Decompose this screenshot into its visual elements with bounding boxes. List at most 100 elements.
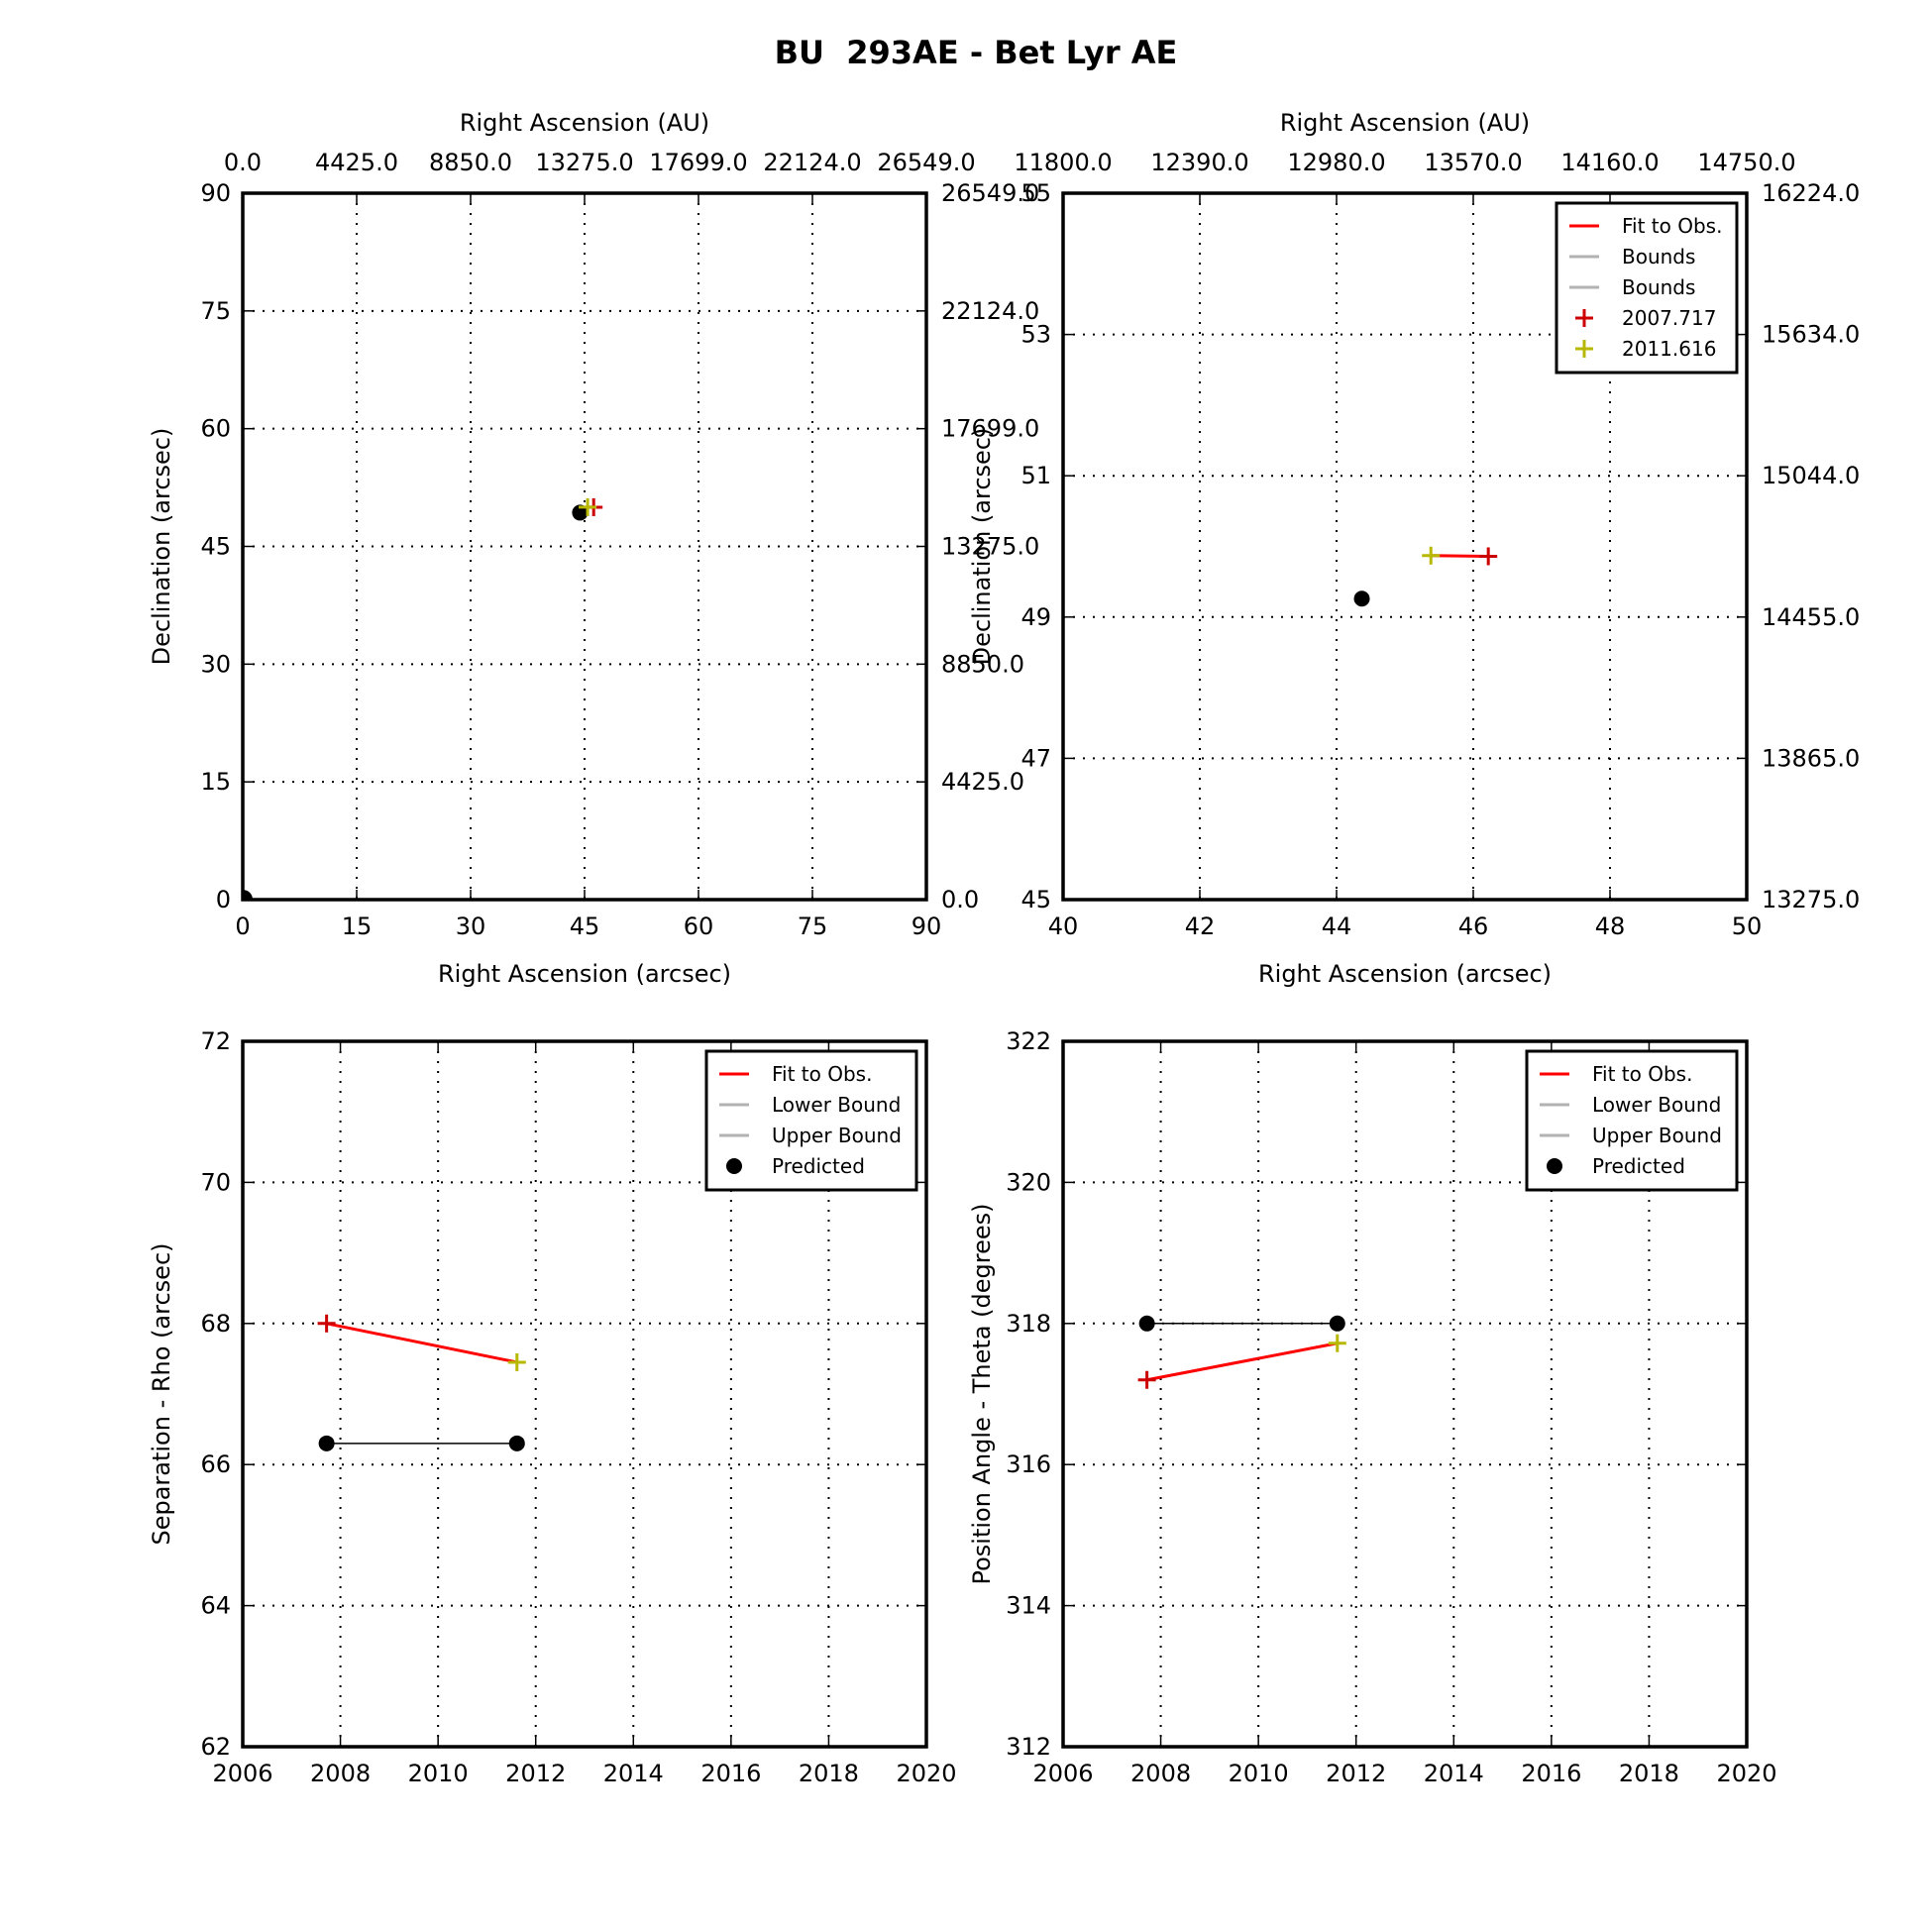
legend-label: Upper Bound <box>772 1124 902 1147</box>
legend-label: Upper Bound <box>1592 1124 1722 1147</box>
y-tick-label: 64 <box>200 1592 231 1620</box>
x-tick-label: 42 <box>1185 912 1216 940</box>
top-tick-label: 13570.0 <box>1424 149 1522 176</box>
predicted-marker <box>1138 1315 1155 1332</box>
x-tick-label: 2016 <box>1521 1760 1581 1787</box>
y-tick-label: 320 <box>1006 1168 1051 1196</box>
y-tick-label: 316 <box>1006 1450 1051 1478</box>
legend-label: Predicted <box>1592 1154 1685 1178</box>
fit-line <box>1146 1342 1339 1382</box>
predicted-marker <box>508 1435 525 1451</box>
y-tick-label: 45 <box>1020 886 1051 913</box>
legend-swatch-predicted <box>726 1158 742 1174</box>
y-tick-label: 318 <box>1006 1310 1051 1338</box>
top-axis-label: Right Ascension (AU) <box>460 109 709 137</box>
legend-label: Bounds <box>1622 275 1695 299</box>
legend-label: Predicted <box>772 1154 865 1178</box>
top-tick-label: 12390.0 <box>1150 149 1248 176</box>
x-axis-label: Right Ascension (arcsec) <box>1258 960 1552 988</box>
x-axis-label: Right Ascension (arcsec) <box>438 960 731 988</box>
y-axis-label: Declination (arcsec) <box>968 428 996 666</box>
plot-area <box>317 1314 526 1451</box>
y-tick-label: 49 <box>1020 603 1051 631</box>
top-tick-label: 11800.0 <box>1014 149 1112 176</box>
top-axis-label: Right Ascension (AU) <box>1280 109 1530 137</box>
x-tick-label: 2008 <box>1130 1760 1191 1787</box>
x-tick-label: 2018 <box>799 1760 859 1787</box>
y-tick-label: 312 <box>1006 1733 1051 1761</box>
x-tick-label: 0 <box>235 912 250 940</box>
y-tick-label: 15 <box>200 768 231 796</box>
right-tick-label: 16224.0 <box>1762 179 1860 207</box>
plot-area <box>1353 546 1498 607</box>
x-tick-label: 2014 <box>1424 1760 1484 1787</box>
right-tick-label: 15634.0 <box>1762 321 1860 349</box>
y-tick-label: 70 <box>200 1168 231 1196</box>
primary-star-marker <box>243 890 253 900</box>
top-tick-label: 13275.0 <box>535 149 633 176</box>
panel-sky-zoom: 40 42 44 46 48 50 45 47 49 51 53 55 11800.0 12390.0 12… <box>968 109 1860 988</box>
x-tick-label: 2010 <box>1229 1760 1289 1787</box>
right-tick-label: 13275.0 <box>1762 886 1860 913</box>
legend-label: Fit to Obs. <box>1622 214 1722 238</box>
y-tick-label: 322 <box>1006 1027 1051 1055</box>
x-tick-label: 48 <box>1595 912 1626 940</box>
right-tick-label: 8850.0 <box>941 650 1024 678</box>
x-tick-label: 50 <box>1732 912 1763 940</box>
top-tick-label: 8850.0 <box>429 149 512 176</box>
right-tick-label: 4425.0 <box>941 768 1024 796</box>
right-tick-label: 15044.0 <box>1762 462 1860 489</box>
y-axis-label: Position Angle - Theta (degrees) <box>968 1203 996 1584</box>
right-tick-label: 17699.0 <box>941 415 1039 443</box>
panel-rho-time: 2006 2008 2010 2012 2014 2016 2018 2020 62 64 66 68… <box>148 1027 957 1787</box>
x-tick-label: 44 <box>1322 912 1352 940</box>
legend-label: Fit to Obs. <box>772 1062 872 1086</box>
x-tick-label: 2020 <box>896 1760 956 1787</box>
fit-line <box>1431 554 1489 558</box>
right-tick-label: 14455.0 <box>1762 603 1860 631</box>
x-tick-label: 40 <box>1048 912 1079 940</box>
y-tick-label: 60 <box>200 415 231 443</box>
y-tick-label: 47 <box>1020 744 1051 772</box>
y-tick-label: 45 <box>200 533 231 561</box>
right-tick-label: 13275.0 <box>941 533 1039 561</box>
legend-label: 2007.717 <box>1622 306 1716 330</box>
y-tick-label: 72 <box>200 1027 231 1055</box>
figure-title: BU 293AE - Bet Lyr AE <box>775 34 1178 71</box>
right-tick-label: 0.0 <box>941 886 979 913</box>
x-tick-label: 60 <box>684 912 714 940</box>
x-tick-label: 15 <box>342 912 373 940</box>
x-tick-label: 2018 <box>1619 1760 1679 1787</box>
top-tick-label: 26549.0 <box>877 149 975 176</box>
top-tick-label: 14160.0 <box>1560 149 1659 176</box>
x-tick-label: 46 <box>1458 912 1489 940</box>
y-tick-label: 68 <box>200 1310 231 1338</box>
predicted-marker <box>572 504 589 521</box>
x-tick-label: 2006 <box>1032 1760 1093 1787</box>
legend: Fit to Obs. Lower Bound Upper Bound Predict… <box>704 1049 918 1192</box>
x-tick-label: 2014 <box>603 1760 664 1787</box>
top-tick-label: 17699.0 <box>649 149 747 176</box>
axes-frame <box>1061 1039 1749 1749</box>
y-tick-label: 55 <box>1020 179 1051 207</box>
y-tick-label: 30 <box>200 650 231 678</box>
predicted-marker <box>318 1435 335 1451</box>
x-tick-label: 90 <box>912 912 942 940</box>
y-tick-label: 314 <box>1006 1592 1051 1620</box>
legend-label: Fit to Obs. <box>1592 1062 1692 1086</box>
right-tick-label: 13865.0 <box>1762 744 1860 772</box>
legend-label: Bounds <box>1622 245 1695 268</box>
x-tick-label: 2020 <box>1716 1760 1776 1787</box>
axes-frame <box>241 1039 928 1749</box>
panel-theta-time: 2006 2008 2010 2012 2014 2016 2018 2020 312 314 31… <box>968 1027 1777 1787</box>
legend-label: 2011.616 <box>1622 337 1716 361</box>
legend-label: Lower Bound <box>1592 1093 1721 1117</box>
y-tick-label: 75 <box>200 297 231 325</box>
x-tick-label: 2006 <box>212 1760 272 1787</box>
fit-line <box>326 1322 518 1364</box>
axes-frame <box>241 191 928 902</box>
y-axis-label: Separation - Rho (arcsec) <box>148 1242 175 1545</box>
y-tick-label: 51 <box>1020 462 1051 489</box>
right-tick-label: 26549.0 <box>941 179 1039 207</box>
